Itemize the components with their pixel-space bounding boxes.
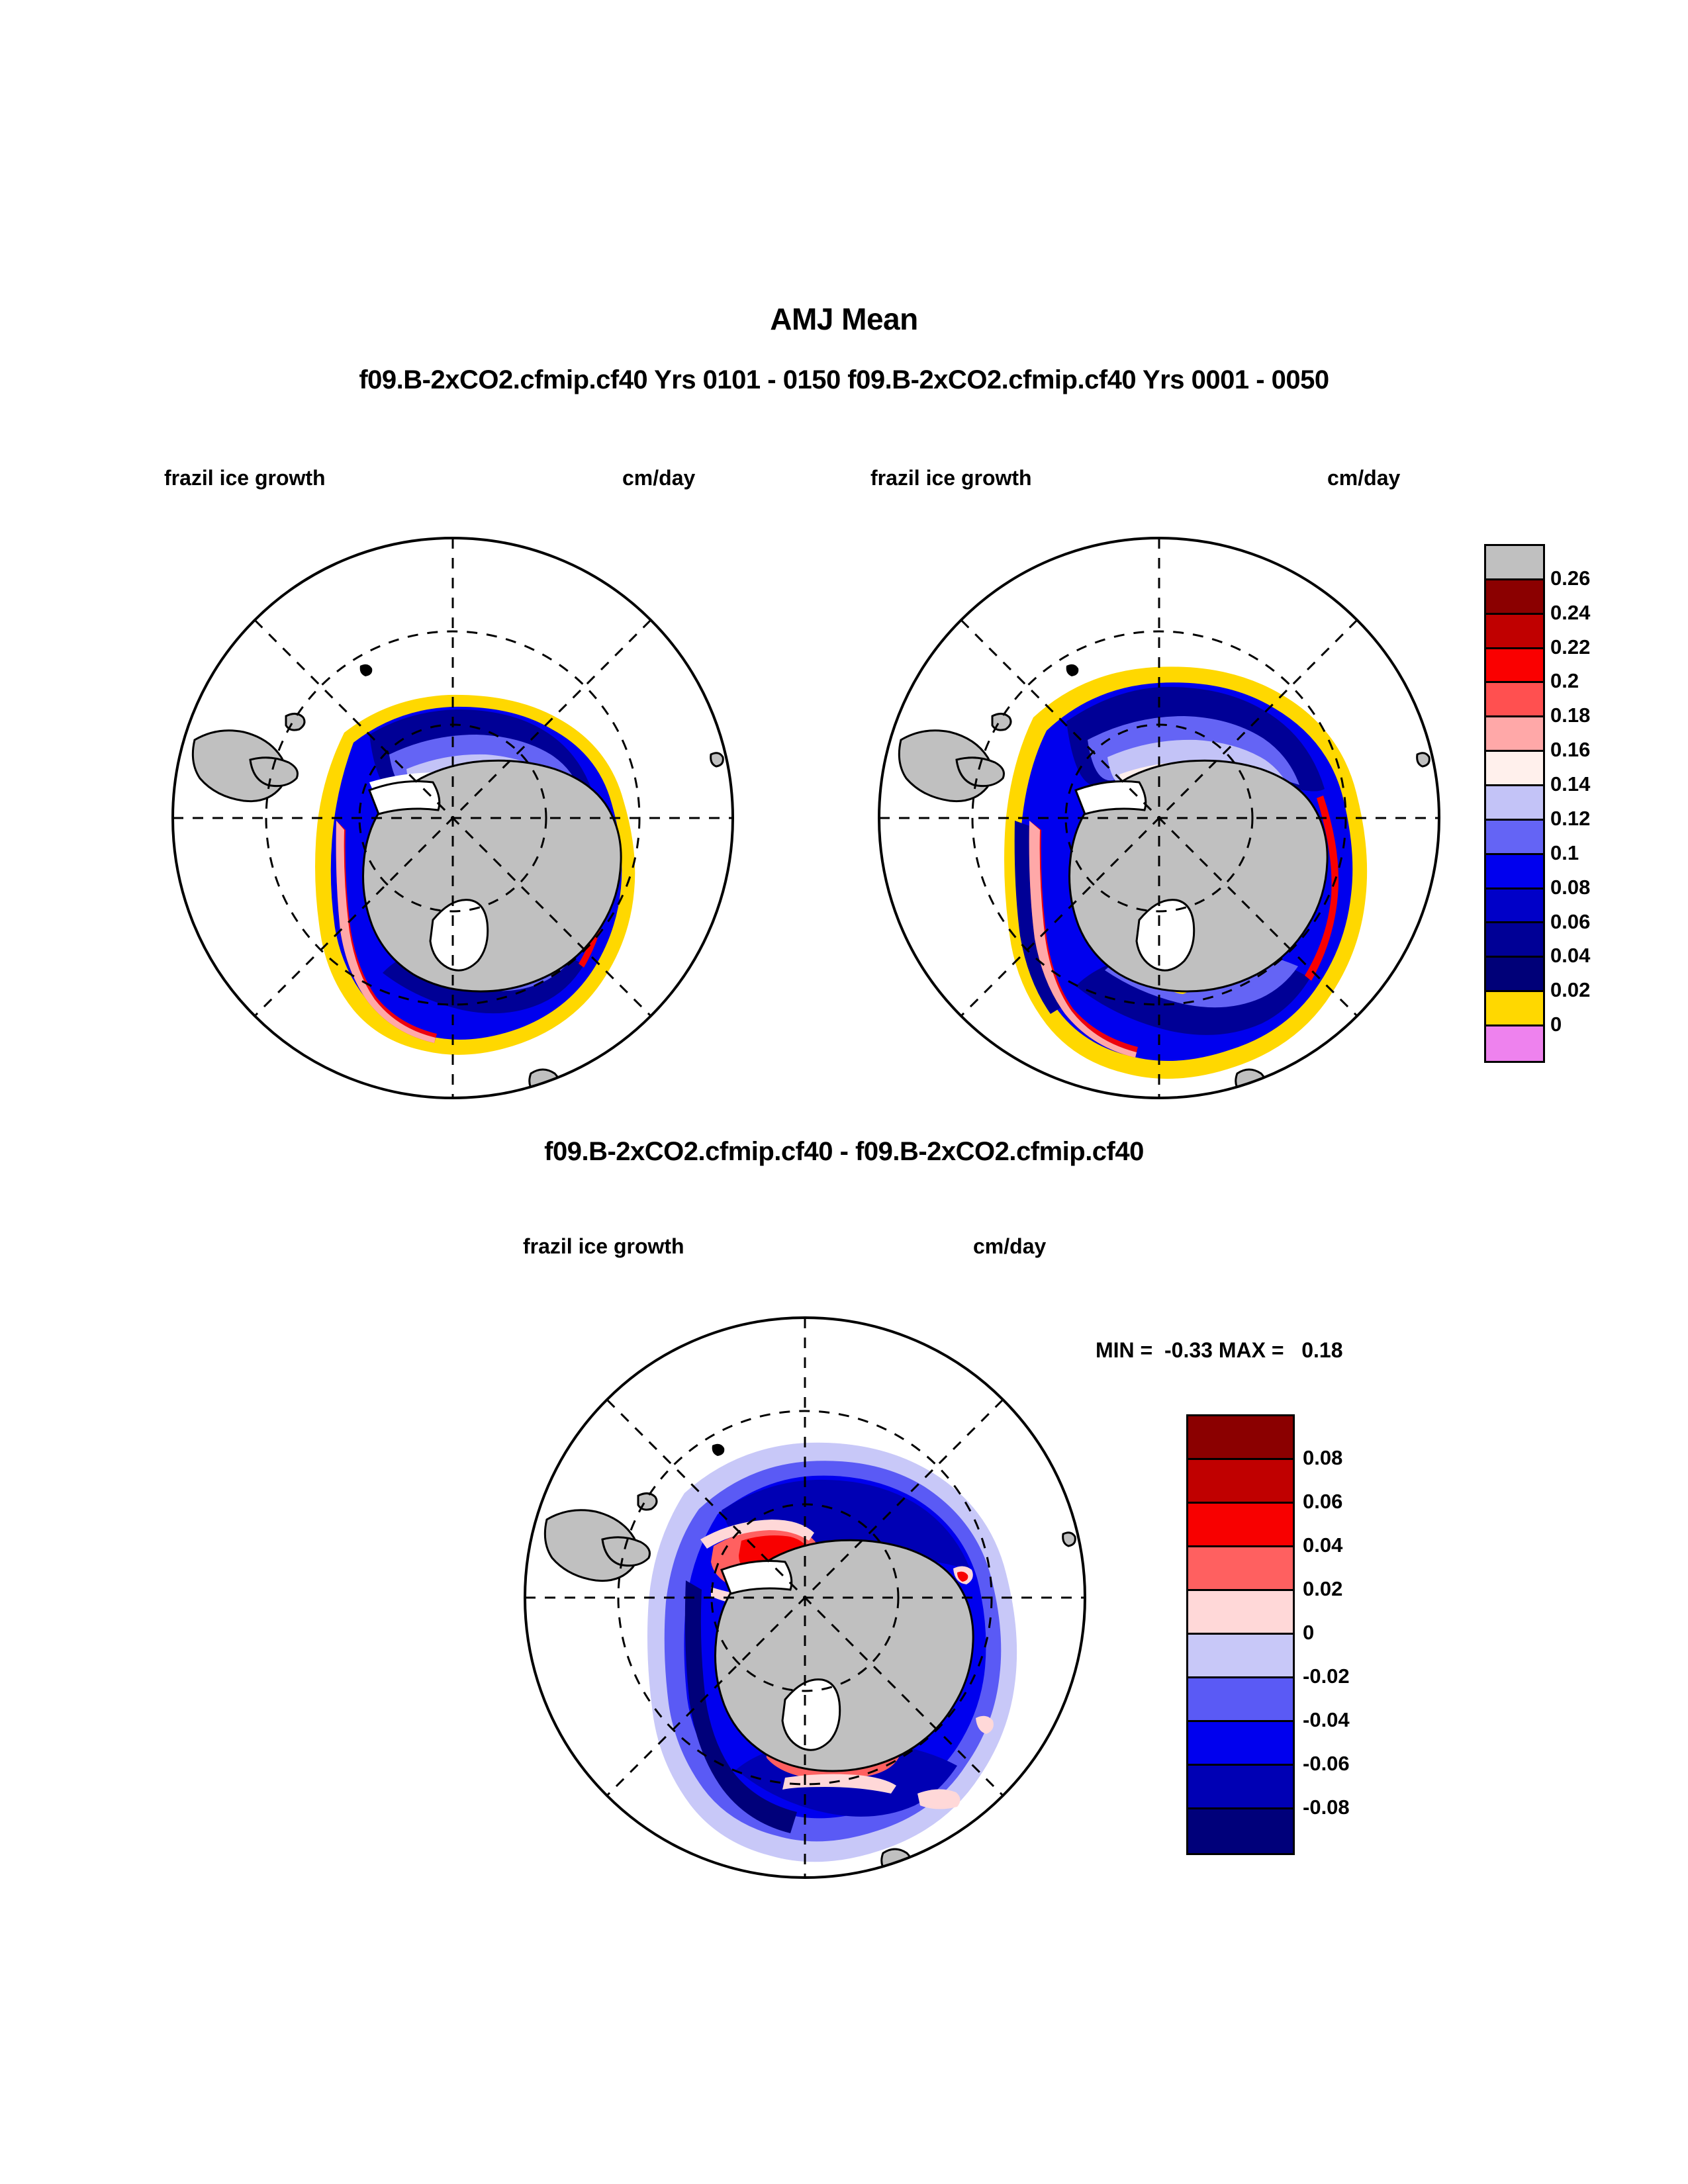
right-panel-units-label: cm/day bbox=[1327, 466, 1401, 490]
main-colorbar-swatch bbox=[1486, 923, 1543, 958]
main-colorbar-swatch bbox=[1486, 889, 1543, 924]
main-colorbar-swatch bbox=[1486, 546, 1543, 580]
main-colorbar-swatch bbox=[1486, 958, 1543, 993]
main-colorbar-swatch bbox=[1486, 820, 1543, 855]
main-colorbar-swatch bbox=[1486, 854, 1543, 889]
page-title: AMJ Mean bbox=[770, 302, 918, 336]
diff-panel-variable-label: frazil ice growth bbox=[523, 1234, 684, 1258]
difference-colorbar-tick-label: 0.06 bbox=[1303, 1490, 1343, 1513]
difference-colorbar-swatch bbox=[1188, 1722, 1293, 1766]
diff-panel-units-label: cm/day bbox=[973, 1234, 1047, 1258]
difference-colorbar-tick-label: 0.04 bbox=[1303, 1533, 1343, 1557]
difference-colorbar-tick-label: 0.08 bbox=[1303, 1446, 1343, 1469]
main-colorbar-tick-label: 0.12 bbox=[1550, 806, 1591, 830]
left-panel-variable-label: frazil ice growth bbox=[164, 466, 326, 490]
main-colorbar-tick-label: 0.26 bbox=[1550, 566, 1591, 590]
main-colorbar-swatch bbox=[1486, 1026, 1543, 1061]
difference-colorbar-swatch bbox=[1188, 1547, 1293, 1591]
main-colorbar-strip bbox=[1484, 544, 1545, 1063]
main-colorbar-swatch bbox=[1486, 580, 1543, 615]
main-colorbar-tick-label: 0.1 bbox=[1550, 841, 1579, 864]
difference-colorbar-swatch bbox=[1188, 1591, 1293, 1635]
main-colorbar-swatch bbox=[1486, 649, 1543, 684]
difference-colorbar-labels: 0.08 0.06 0.04 0.02 0 -0.02 -0.04 -0.06 -0.08 bbox=[1303, 1414, 1415, 1851]
main-colorbar-tick-label: 0 bbox=[1550, 1013, 1562, 1036]
map-panel-difference[interactable] bbox=[523, 1316, 1087, 1880]
main-colorbar-tick-label: 0.04 bbox=[1550, 944, 1591, 968]
main-colorbar-tick-label: 0.14 bbox=[1550, 772, 1591, 796]
difference-colorbar-swatch bbox=[1188, 1809, 1293, 1853]
main-colorbar-tick-label: 0.02 bbox=[1550, 978, 1591, 1002]
difference-colorbar-strip bbox=[1186, 1414, 1295, 1855]
difference-colorbar-tick-label: 0.02 bbox=[1303, 1577, 1343, 1600]
main-colorbar-swatch bbox=[1486, 752, 1543, 787]
minmax-stats: MIN = -0.33 MAX = 0.18 bbox=[1096, 1338, 1343, 1362]
main-colorbar-tick-label: 0.08 bbox=[1550, 875, 1591, 899]
map-panel-case-1[interactable] bbox=[171, 536, 735, 1100]
main-colorbar-swatch bbox=[1486, 683, 1543, 718]
difference-colorbar-swatch bbox=[1188, 1504, 1293, 1547]
difference-title: f09.B-2xCO2.cfmip.cf40 - f09.B-2xCO2.cfm… bbox=[544, 1137, 1144, 1166]
difference-colorbar[interactable]: 0.08 0.06 0.04 0.02 0 -0.02 -0.04 -0.06 -0.08 bbox=[1186, 1414, 1372, 1858]
difference-colorbar-tick-label: -0.04 bbox=[1303, 1708, 1350, 1731]
difference-colorbar-swatch bbox=[1188, 1678, 1293, 1722]
main-colorbar-swatch bbox=[1486, 992, 1543, 1027]
left-panel-units-label: cm/day bbox=[622, 466, 696, 490]
difference-colorbar-tick-label: 0 bbox=[1303, 1621, 1315, 1644]
main-colorbar-tick-label: 0.18 bbox=[1550, 704, 1591, 727]
figure-subtitle: f09.B-2xCO2.cfmip.cf40 Yrs 0101 - 0150 f… bbox=[359, 365, 1329, 394]
main-colorbar-labels: 0.26 0.24 0.22 0.2 0.18 0.16 0.14 0.12 0.1 0.08 0.… bbox=[1550, 544, 1663, 1059]
main-colorbar-tick-label: 0.24 bbox=[1550, 600, 1591, 624]
difference-colorbar-swatch bbox=[1188, 1635, 1293, 1678]
main-colorbar-swatch bbox=[1486, 614, 1543, 649]
main-colorbar-tick-label: 0.22 bbox=[1550, 635, 1591, 659]
main-colorbar-tick-label: 0.16 bbox=[1550, 738, 1591, 762]
main-colorbar-swatch bbox=[1486, 786, 1543, 821]
difference-colorbar-swatch bbox=[1188, 1766, 1293, 1809]
difference-colorbar-tick-label: -0.06 bbox=[1303, 1752, 1350, 1775]
difference-colorbar-tick-label: -0.02 bbox=[1303, 1664, 1350, 1688]
main-colorbar-swatch bbox=[1486, 717, 1543, 752]
main-colorbar-tick-label: 0.06 bbox=[1550, 909, 1591, 933]
difference-colorbar-swatch bbox=[1188, 1460, 1293, 1504]
difference-colorbar-swatch bbox=[1188, 1416, 1293, 1460]
difference-colorbar-tick-label: -0.08 bbox=[1303, 1796, 1350, 1819]
main-colorbar-tick-label: 0.2 bbox=[1550, 669, 1579, 693]
map-panel-case-2[interactable] bbox=[877, 536, 1441, 1100]
main-colorbar[interactable]: 0.26 0.24 0.22 0.2 0.18 0.16 0.14 0.12 0.1 0.08 0.… bbox=[1484, 544, 1663, 1067]
right-panel-variable-label: frazil ice growth bbox=[870, 466, 1032, 490]
